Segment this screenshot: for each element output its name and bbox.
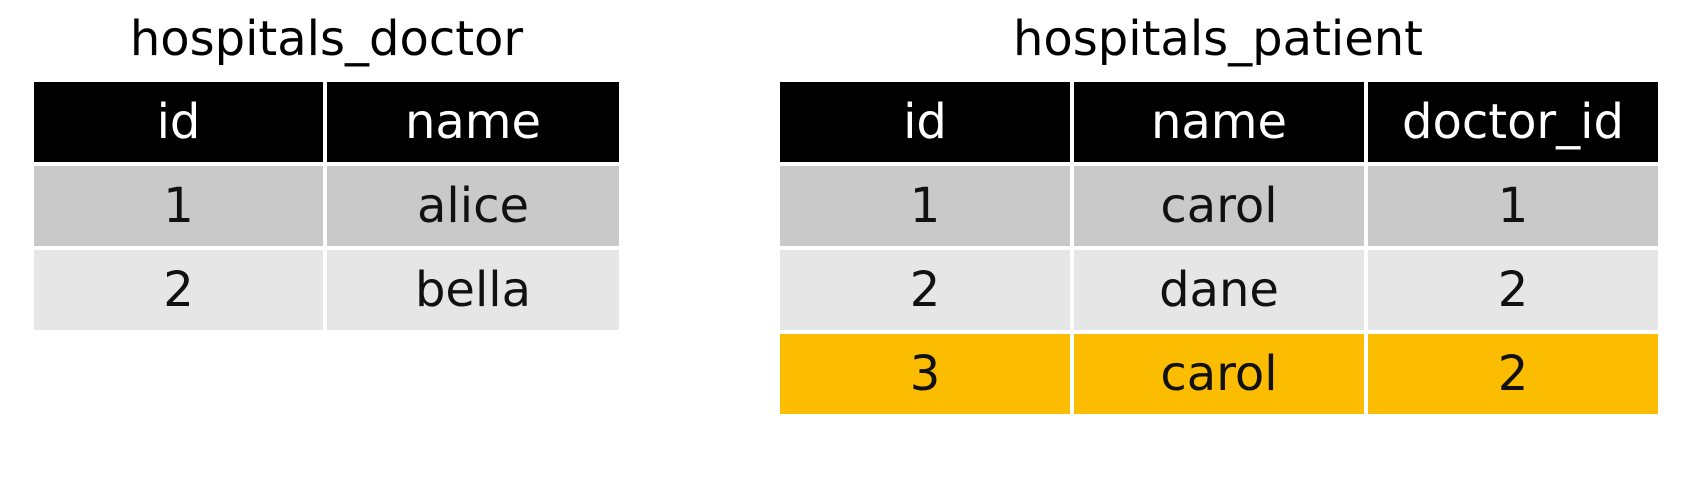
patient-row-2-id: 2 [780,250,1070,330]
doctor-row-2-name: bella [327,250,619,330]
doctor-row-1-name: alice [327,166,619,246]
patient-row-3-id: 3 [780,334,1070,414]
doctor-table: hospitals_doctor id name 1 alice 2 bella [34,0,619,330]
doctor-header-name: name [327,82,619,162]
patient-row-1-name: carol [1074,166,1364,246]
patient-row-2-doctor-id: 2 [1368,250,1658,330]
doctor-table-grid: id name 1 alice 2 bella [34,82,619,330]
patient-row-2-name: dane [1074,250,1364,330]
doctor-header-id: id [34,82,323,162]
patient-row-1-id: 1 [780,166,1070,246]
patient-table-title: hospitals_patient [1013,11,1423,67]
doctor-row-1-id: 1 [34,166,323,246]
patient-header-name: name [1074,82,1364,162]
patient-header-doctor-id: doctor_id [1368,82,1658,162]
patient-row-3-name: carol [1074,334,1364,414]
patient-table-grid: id name doctor_id 1 carol 1 2 dane 2 3 c… [780,82,1658,414]
doctor-table-title: hospitals_doctor [129,11,524,67]
patient-table: hospitals_patient id name doctor_id 1 ca… [780,0,1658,414]
patient-header-id: id [780,82,1070,162]
patient-row-3-doctor-id: 2 [1368,334,1658,414]
patient-row-1-doctor-id: 1 [1368,166,1658,246]
doctor-row-2-id: 2 [34,250,323,330]
